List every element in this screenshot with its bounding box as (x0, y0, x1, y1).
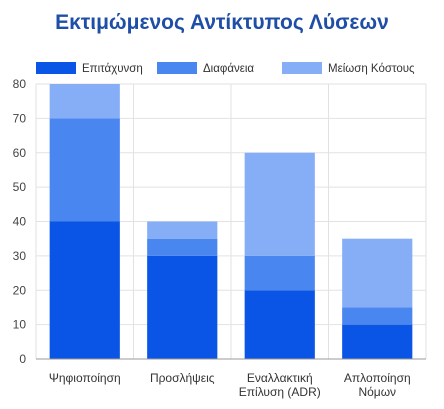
bar-segment (49, 221, 120, 359)
y-tick-label: 0 (19, 352, 26, 366)
bar-segment (342, 307, 413, 325)
bar-segment (244, 255, 315, 291)
legend-swatch (36, 62, 76, 74)
chart-title: Εκτιμώμενος Αντίκτυπος Λύσεων (55, 11, 389, 34)
bar-segment (342, 238, 413, 308)
legend-label: Επιτάχυνση (82, 63, 143, 75)
x-tick-label: Επίλυση (ADR) (239, 385, 321, 399)
legend-swatch (282, 62, 322, 74)
y-tick-label: 20 (13, 283, 27, 297)
bars (49, 84, 413, 359)
legend: Επιτάχυνση Διαφάνεια Μείωση Κόστους (36, 62, 415, 75)
bar-segment (147, 255, 218, 359)
bar-segment (147, 221, 218, 239)
y-tick-label: 50 (13, 180, 27, 194)
bar-segment (147, 238, 218, 256)
x-tick-label: Ψηφιοποίηση (49, 371, 121, 385)
bar-segment (49, 118, 120, 222)
bar-segment (49, 84, 120, 119)
legend-label: Διαφάνεια (203, 63, 254, 75)
y-tick-label: 60 (13, 146, 27, 160)
y-tick-label: 30 (13, 249, 27, 263)
bar-segment (244, 152, 315, 256)
y-tick-label: 10 (13, 318, 27, 332)
legend-label: Μείωση Κόστους (328, 63, 415, 75)
x-tick-label: Εναλλακτική (247, 371, 313, 385)
x-tick-label: Απλοποίηση (344, 371, 411, 385)
x-tick-label: Προσλήψεις (150, 371, 215, 385)
bar-segment (244, 290, 315, 359)
y-tick-label: 70 (13, 111, 27, 125)
y-tick-label: 80 (13, 77, 27, 91)
bar-segment (342, 324, 413, 359)
legend-swatch (157, 62, 197, 74)
y-axis: 0 10 20 30 40 50 60 70 80 (13, 77, 27, 366)
x-tick-label: Νόμων (358, 385, 396, 399)
y-tick-label: 40 (13, 215, 27, 229)
x-axis: Ψηφιοποίηση Προσλήψεις ΕναλλακτικήΕπίλυση … (36, 358, 426, 399)
